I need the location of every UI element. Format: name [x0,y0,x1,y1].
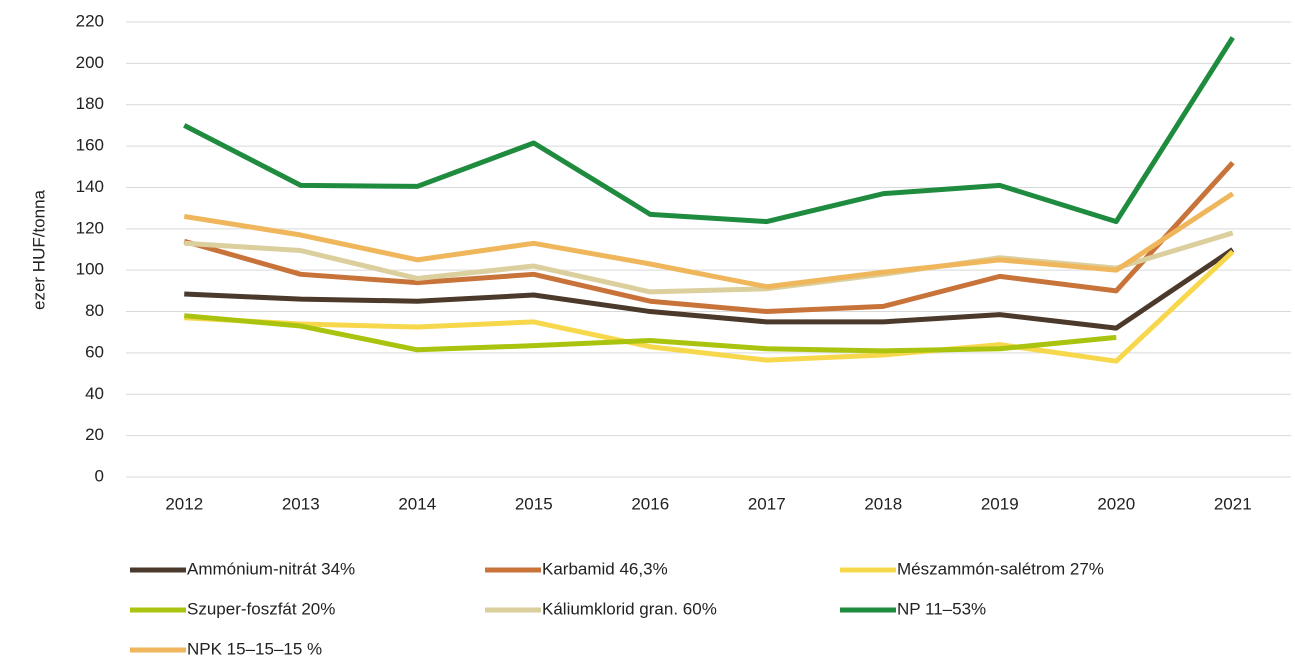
x-tick-label: 2014 [398,494,436,513]
y-tick-label: 180 [76,94,104,113]
series-line [184,249,1235,364]
series-line [183,191,1235,290]
x-tick-label: 2018 [864,494,902,513]
y-tick-label: 100 [76,260,104,279]
legend-label: Ammónium-nitrát 34% [187,559,355,578]
legend-label: NPK 15–15–15 % [187,639,322,658]
x-tick-label: 2013 [282,494,320,513]
y-axis-label: ezer HUF/tonna [29,189,48,310]
x-tick-label: 2016 [631,494,669,513]
series-line [183,36,1235,225]
x-tick-label: 2020 [1097,494,1135,513]
legend-label: Káliumklorid gran. 60% [542,599,717,618]
x-tick-label: 2015 [515,494,553,513]
legend-label: Szuper-foszfát 20% [187,599,335,618]
y-tick-label: 60 [85,342,104,361]
y-tick-label: 140 [76,177,104,196]
series-line [184,313,1117,354]
series-line [183,160,1235,315]
legend-label: NP 11–53% [897,599,986,618]
y-tick-label: 220 [76,11,104,30]
y-tick-label: 0 [95,466,104,485]
series-line [184,247,1235,331]
x-tick-label: 2021 [1214,494,1252,513]
legend-label: Karbamid 46,3% [542,559,668,578]
legend-label: Mészammón-salétrom 27% [897,559,1104,578]
y-tick-label: 40 [85,384,104,403]
y-tick-label: 20 [85,425,104,444]
y-tick-label: 160 [76,136,104,155]
x-tick-label: 2017 [748,494,786,513]
x-tick-label: 2012 [165,494,203,513]
y-tick-label: 120 [76,218,104,237]
x-tick-label: 2019 [981,494,1019,513]
y-tick-label: 200 [76,53,104,72]
y-tick-label: 80 [85,301,104,320]
